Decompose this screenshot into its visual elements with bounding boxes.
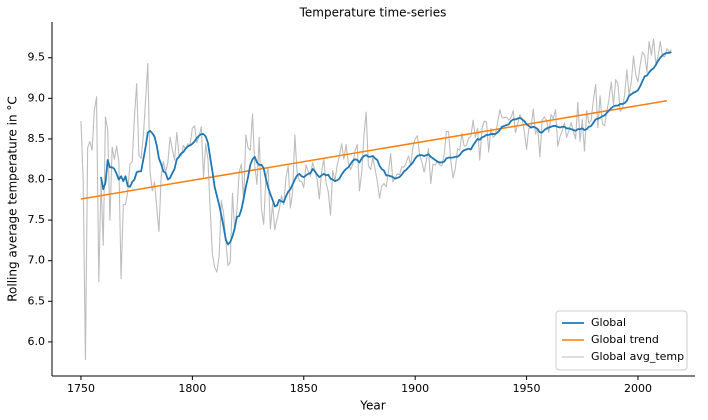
x-tick-label: 1950 [513,382,541,395]
y-axis-label: Rolling average temperature in °C [6,96,20,302]
y-tick-label: 8.0 [28,173,46,186]
chart-title: Temperature time-series [299,6,447,20]
y-tick-label: 6.0 [28,335,46,348]
y-tick-label: 9.5 [28,51,46,64]
y-tick-label: 8.5 [28,132,46,145]
y-tick-label: 9.0 [28,91,46,104]
legend-label: Global avg_temp [591,350,684,363]
legend-label: Global trend [591,333,659,346]
legend-box [555,310,688,371]
series-line [80,100,668,200]
y-tick-label: 7.5 [28,213,46,226]
y-tick-label: 7.0 [28,254,46,267]
y-tick-label: 6.5 [28,294,46,307]
x-tick-label: 1800 [178,382,206,395]
x-axis-label: Year [359,399,385,413]
x-tick-label: 2000 [624,382,652,395]
x-tick-label: 1850 [290,382,318,395]
series-line [100,51,672,246]
legend-label: Global [591,316,626,329]
x-tick-label: 1750 [67,382,95,395]
x-tick-label: 1900 [401,382,429,395]
